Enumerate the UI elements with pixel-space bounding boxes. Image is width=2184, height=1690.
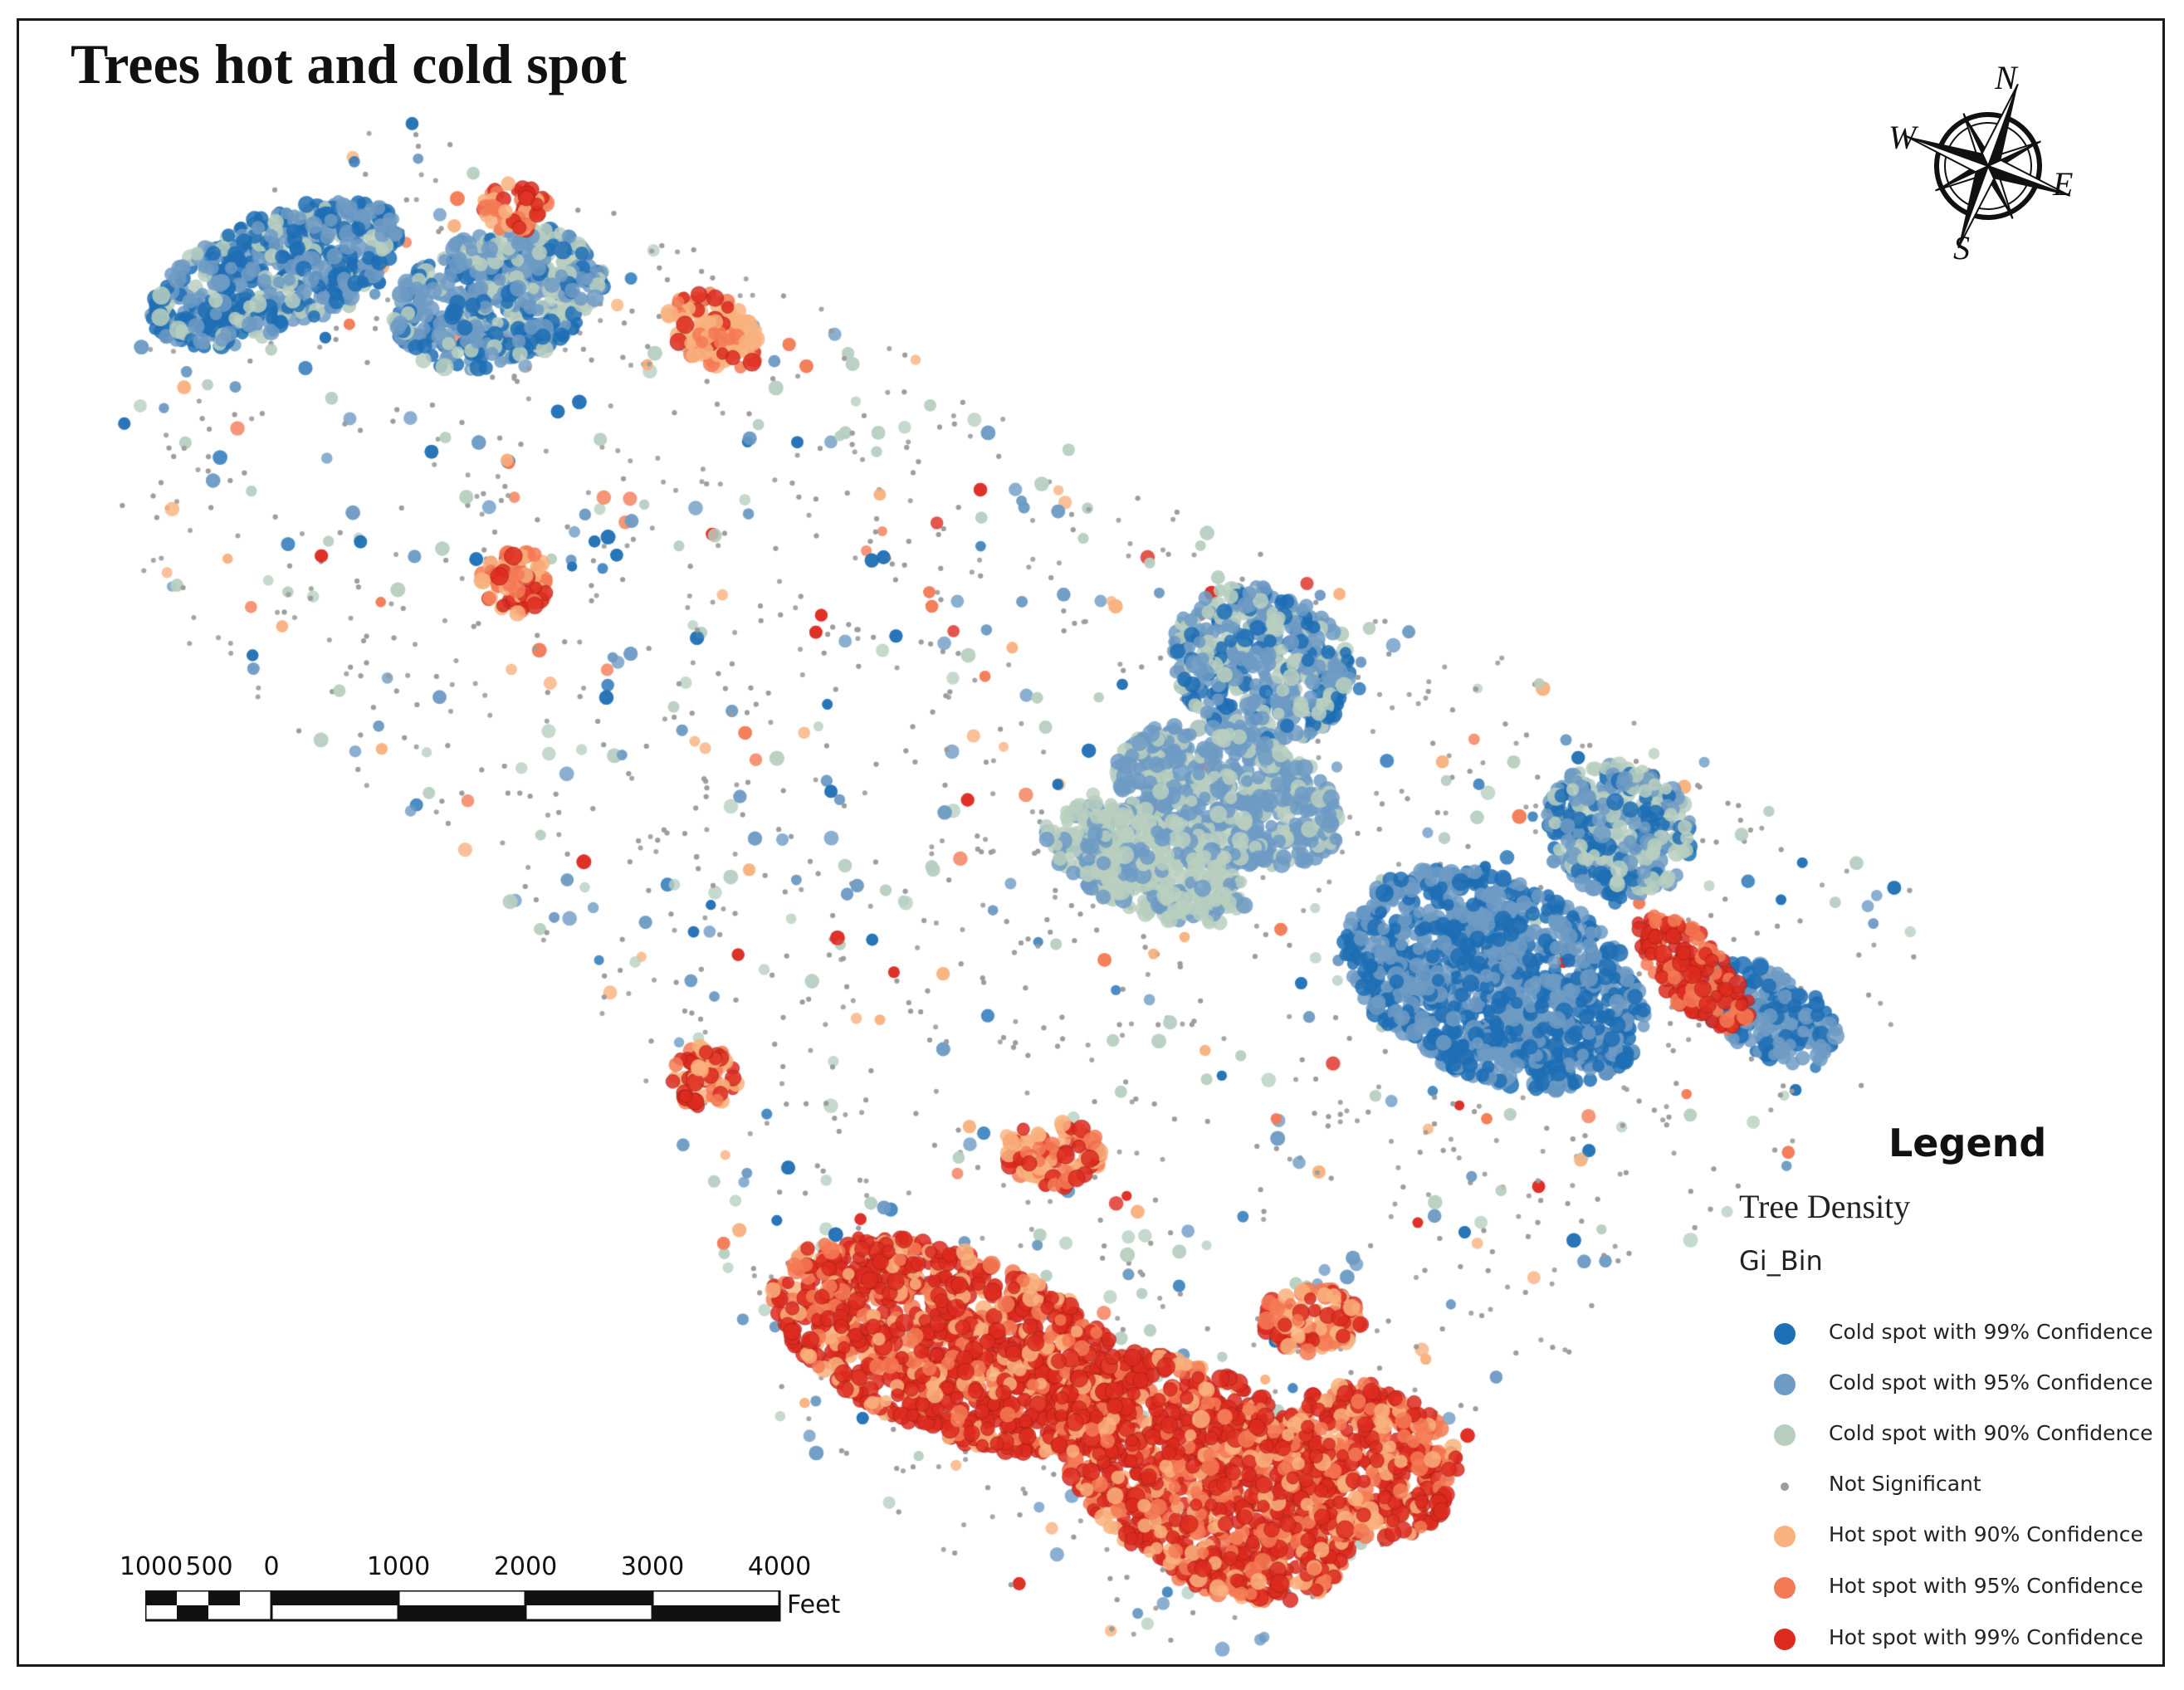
legend-item-label: Not Significant <box>1829 1472 1981 1496</box>
scale-tick-label: 0 <box>263 1552 280 1581</box>
legend-item-label: Cold spot with 99% Confidence <box>1829 1320 2153 1344</box>
legend-item: Hot spot with 90% Confidence <box>1739 1516 2154 1557</box>
legend-item: Cold spot with 90% Confidence <box>1739 1414 2154 1456</box>
legend-title: Legend <box>1888 1121 2047 1165</box>
scale-tick-label: 4000 <box>747 1552 812 1581</box>
legend-item-label: Cold spot with 90% Confidence <box>1829 1421 2153 1445</box>
legend: Legend Tree Density Gi_Bin Cold spot wit… <box>1739 1121 2154 1660</box>
legend-item: Hot spot with 95% Confidence <box>1739 1567 2154 1609</box>
map-title: Trees hot and cold spot <box>71 32 628 95</box>
scale-tick-label: 1000 <box>119 1552 183 1581</box>
legend-item-label: Hot spot with 95% Confidence <box>1829 1574 2143 1598</box>
legend-item-label: Cold spot with 95% Confidence <box>1829 1370 2153 1394</box>
legend-item-label: Hot spot with 99% Confidence <box>1829 1625 2143 1649</box>
scale-unit-label: Feet <box>787 1590 841 1619</box>
legend-swatch-icon <box>1774 1374 1796 1395</box>
legend-swatch-icon <box>1774 1629 1796 1650</box>
scale-tick-label: 1000 <box>366 1552 431 1581</box>
compass-north-label: N <box>1995 59 2017 96</box>
compass-south-label: S <box>1953 229 1970 266</box>
legend-swatch-icon <box>1774 1526 1796 1547</box>
legend-swatch-icon <box>1774 1323 1796 1345</box>
compass-east-label: E <box>2053 165 2074 203</box>
scale-tick-label: 3000 <box>620 1552 685 1581</box>
legend-swatch-icon <box>1781 1482 1789 1491</box>
legend-swatch-icon <box>1774 1577 1796 1599</box>
legend-layer-name: Tree Density <box>1739 1188 1911 1225</box>
scale-bar: 1000 500 0 1000 2000 3000 4000 Feet <box>116 1552 863 1635</box>
legend-item: Not Significant <box>1739 1465 2154 1507</box>
legend-field-name: Gi_Bin <box>1739 1245 1823 1277</box>
legend-item: Cold spot with 95% Confidence <box>1739 1364 2154 1405</box>
legend-swatch-icon <box>1774 1424 1796 1446</box>
legend-item: Cold spot with 99% Confidence <box>1739 1313 2154 1355</box>
scale-tick-label: 2000 <box>493 1552 558 1581</box>
legend-item: Hot spot with 99% Confidence <box>1739 1619 2154 1660</box>
compass-west-label: W <box>1888 119 1917 156</box>
legend-item-label: Hot spot with 90% Confidence <box>1829 1522 2143 1546</box>
scale-tick-label: 500 <box>185 1552 233 1581</box>
compass-rose: N W E S <box>1872 58 2121 274</box>
compass-star-icon <box>1905 83 2071 249</box>
scale-bar-graphic <box>145 1590 781 1622</box>
